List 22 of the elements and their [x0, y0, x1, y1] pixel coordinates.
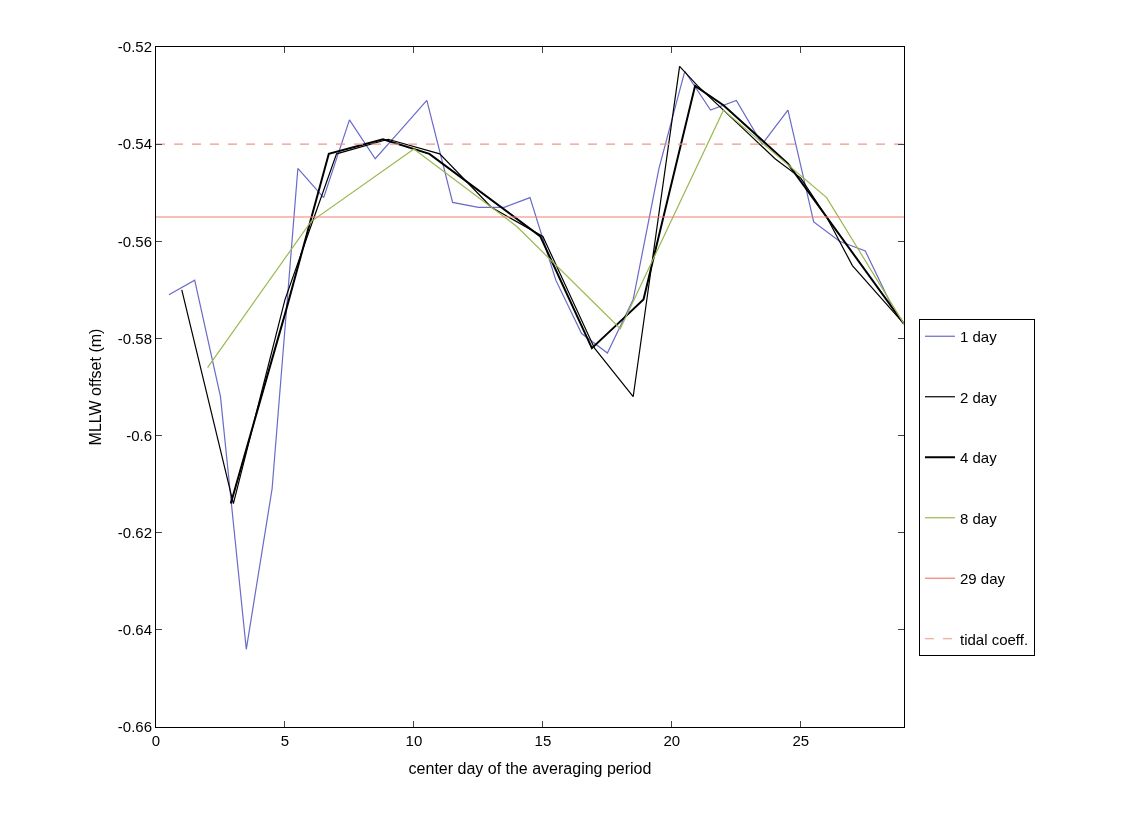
- legend-label: tidal coeff.: [959, 630, 1029, 648]
- y-tick-label: -0.54: [117, 135, 152, 153]
- x-tick-label: 15: [534, 732, 552, 749]
- legend-label: 2 day: [959, 388, 998, 406]
- legend-label: 4 day: [959, 449, 998, 467]
- y-tick-label: -0.64: [117, 621, 152, 639]
- x-axis-title: center day of the averaging period: [408, 759, 652, 777]
- y-tick-label: -0.62: [117, 523, 152, 541]
- y-tick-label: -0.58: [117, 329, 152, 347]
- y-tick-label: -0.66: [117, 718, 152, 736]
- y-axis-title: MLLW offset (m): [86, 328, 104, 446]
- y-tick-label: -0.6: [126, 426, 152, 444]
- y-tick-label: -0.56: [117, 232, 152, 250]
- x-tick-label: 0: [151, 732, 161, 749]
- x-tick-label: 5: [280, 732, 290, 749]
- legend-label: 8 day: [959, 509, 998, 527]
- x-tick-label: 10: [405, 732, 423, 749]
- x-tick-label: 20: [663, 732, 681, 749]
- y-tick-label: -0.52: [117, 38, 152, 56]
- legend-label: 29 day: [959, 570, 1006, 588]
- legend-label: 1 day: [959, 328, 998, 346]
- x-tick-label: 25: [792, 732, 810, 749]
